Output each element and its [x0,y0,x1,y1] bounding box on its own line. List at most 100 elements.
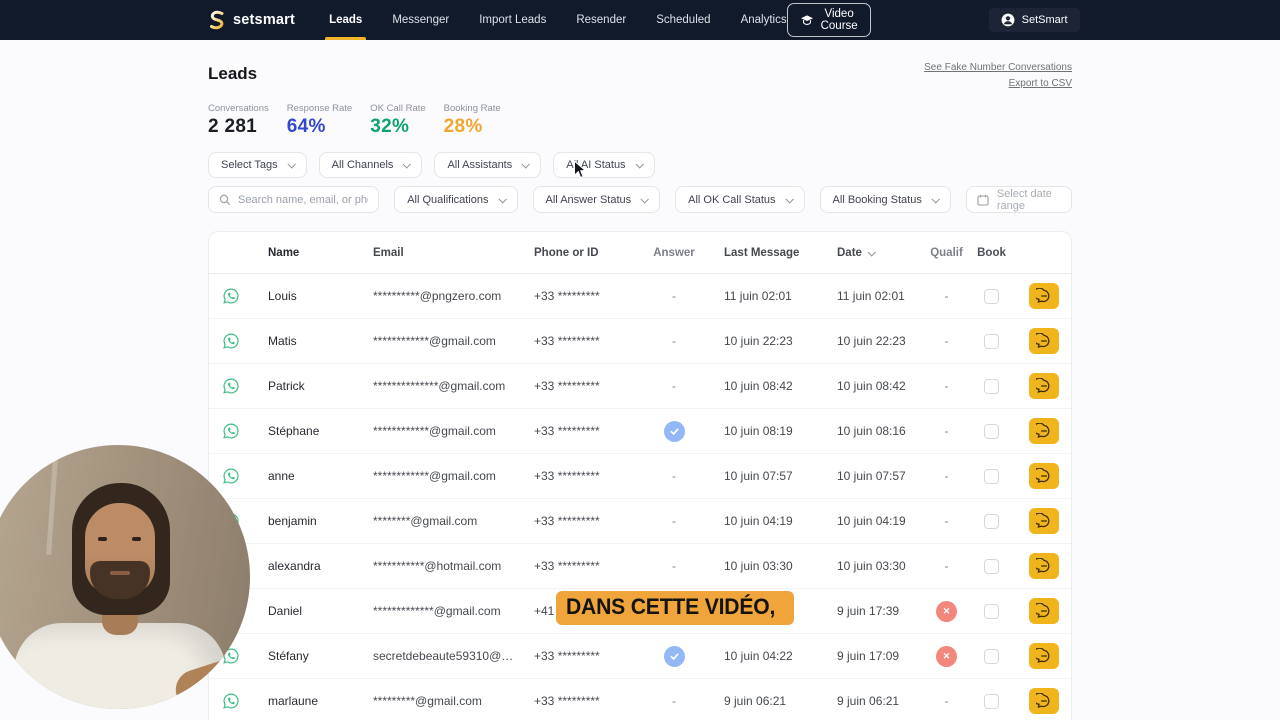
leads-table: Name Email Phone or ID Answer Last Messa… [208,231,1072,720]
stat-conversations: Conversations 2 281 [208,103,269,138]
lead-name: anne [268,469,295,483]
book-checkbox[interactable] [984,378,999,394]
column-date-sort[interactable]: Date [819,247,924,259]
search-input[interactable] [238,193,369,206]
lead-name: Patrick [268,379,305,393]
qualif-status: - [944,694,949,708]
column-phone-or-id: Phone or ID [534,246,599,259]
table-row: Matis ************@gmail.com +33 *******… [209,319,1071,364]
filter-all-ok-call-status[interactable]: All OK Call Status [675,186,805,213]
filter-all-channels[interactable]: All Channels [318,152,423,178]
brand-logo[interactable]: setsmart [208,10,295,30]
search-box[interactable] [208,186,380,213]
filter-all-booking-status[interactable]: All Booking Status [819,186,951,213]
nav-item-import-leads[interactable]: Import Leads [479,14,547,26]
lead-date: 10 juin 07:57 [837,469,906,483]
answer-status [649,420,699,442]
filter-all-assistants[interactable]: All Assistants [434,152,542,178]
answer-status: - [672,379,676,393]
open-chat-button[interactable] [1028,508,1059,534]
book-checkbox[interactable] [984,423,999,439]
chat-bubble-icon [1035,603,1052,619]
lead-email: secretdebeaute59310@gmail.c... [373,649,519,663]
table-row: Patrick **************@gmail.com +33 ***… [209,364,1071,409]
stat-booking-rate: Booking Rate 28% [444,103,501,138]
open-chat-button[interactable] [1028,598,1059,624]
nav-item-analytics[interactable]: Analytics [740,14,787,26]
lead-date: 10 juin 04:19 [837,514,906,528]
nav-menu: Leads Messenger Import Leads Resender Schedu… [325,0,787,40]
date-range-placeholder: Select date range [996,187,1052,212]
answer-status: - [672,334,676,348]
lead-email: ************@gmail.com [373,469,496,483]
lead-phone: +33 ********* [534,424,600,438]
filter-all-qualifications[interactable]: All Qualifications [394,186,518,213]
nav-item-leads[interactable]: Leads [325,0,367,40]
stat-value: 64% [286,116,326,137]
chevron-down-icon [635,160,644,169]
filter-label: All Booking Status [832,193,922,206]
lead-email: **************@gmail.com [373,379,506,393]
stat-response-rate: Response Rate 64% [287,103,352,138]
filter-label: All Qualifications [407,193,489,206]
chevron-down-icon [402,160,412,169]
nav-item-resender[interactable]: Resender [576,14,627,26]
book-checkbox[interactable] [984,333,999,349]
lead-name: Stéphane [268,424,320,438]
lead-date: 9 juin 06:21 [837,694,900,708]
table-row: Daniel *************@gmail.com +41 *****… [209,589,1071,634]
open-chat-button[interactable] [1028,643,1059,669]
lead-email: ************@gmail.com [373,334,496,348]
open-chat-button[interactable] [1028,283,1059,309]
lead-email: ********@gmail.com [373,514,478,528]
filter-select-tags[interactable]: Select Tags [208,152,307,178]
see-fake-number-conversations-link[interactable]: See Fake Number Conversations [924,62,1072,73]
mouse-cursor-icon [573,160,587,180]
lead-name: alexandra [268,559,321,573]
qualif-status: - [944,289,949,303]
stat-label: Booking Rate [443,103,501,114]
stat-label: OK Call Rate [370,103,426,114]
book-checkbox[interactable] [984,468,999,484]
book-checkbox[interactable] [984,513,999,529]
book-checkbox[interactable] [984,288,999,304]
export-to-csv-link[interactable]: Export to CSV [1008,78,1072,89]
nav-item-messenger[interactable]: Messenger [392,14,450,26]
not-qualified-icon: ✕ [936,645,957,667]
lead-phone: +33 ********* [534,469,600,483]
open-chat-button[interactable] [1028,463,1059,489]
open-chat-button[interactable] [1028,553,1059,579]
qualif-status: - [944,334,949,348]
answer-status: - [672,694,676,708]
open-chat-button[interactable] [1028,373,1059,399]
book-checkbox[interactable] [984,648,999,664]
open-chat-button[interactable] [1028,328,1059,354]
lead-name: benjamin [268,514,317,528]
video-course-button[interactable]: Video Course [786,3,871,37]
lead-date: 11 juin 02:01 [837,289,905,303]
account-button[interactable]: SetSmart [988,8,1080,32]
book-checkbox[interactable] [984,693,999,709]
filter-all-answer-status[interactable]: All Answer Status [532,186,661,213]
lead-date: 10 juin 08:42 [837,379,906,393]
book-checkbox[interactable] [984,603,999,619]
chat-bubble-icon [1035,558,1052,574]
last-message-date: 10 juin 04:22 [724,649,793,663]
lead-date: 10 juin 03:30 [837,559,906,573]
answered-check-icon [663,645,685,667]
webcam-overlay [0,445,250,709]
table-row: Louis **********@pngzero.com +33 *******… [209,274,1071,319]
open-chat-button[interactable] [1028,418,1059,444]
nav-item-scheduled[interactable]: Scheduled [656,14,711,26]
open-chat-button[interactable] [1028,688,1059,714]
answer-status: - [672,514,676,528]
lead-date: 10 juin 22:23 [837,334,906,348]
book-checkbox[interactable] [984,558,999,574]
answer-status [649,645,699,667]
table-row: Stéfany secretdebeaute59310@gmail.c... +… [209,634,1071,679]
date-range-picker[interactable]: Select date range [965,186,1072,213]
filter-all-ai-status[interactable]: All AI Status [553,152,655,178]
filter-label: All Channels [331,159,394,171]
chevron-down-icon [867,247,876,257]
qualif-status: - [944,424,949,438]
